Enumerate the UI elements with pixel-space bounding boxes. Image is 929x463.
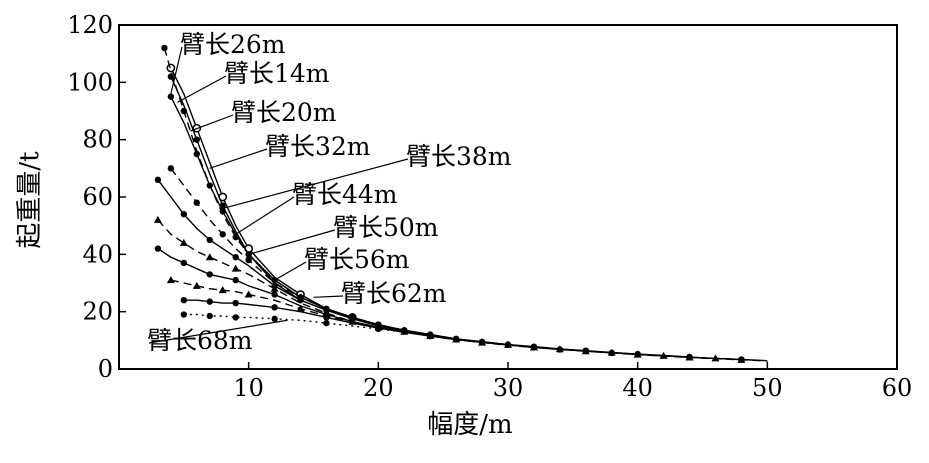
leader-line	[190, 114, 234, 132]
data-point	[244, 290, 253, 298]
series-line	[170, 279, 742, 361]
series-label: 臂长20m	[231, 98, 337, 127]
data-point	[323, 314, 330, 321]
y-tick-label: 60	[82, 183, 113, 211]
data-point	[167, 93, 175, 100]
leader-line	[248, 229, 336, 255]
data-point	[271, 304, 278, 311]
series-10	[180, 297, 745, 363]
y-tick-label: 80	[82, 126, 113, 154]
data-point	[167, 165, 175, 172]
data-point	[232, 299, 239, 307]
data-point	[205, 253, 214, 261]
data-point	[271, 315, 278, 323]
data-point	[193, 199, 200, 206]
data-point	[738, 356, 745, 363]
leader-line	[274, 261, 307, 281]
series-label: 臂长38m	[406, 142, 512, 171]
leader-line	[148, 319, 288, 344]
data-point	[323, 319, 330, 327]
y-tick-label: 20	[82, 298, 113, 326]
data-point	[232, 276, 239, 284]
series-label: 臂长44m	[292, 180, 398, 209]
data-point	[193, 136, 200, 143]
data-point	[206, 312, 213, 320]
data-point	[270, 284, 279, 292]
data-point	[180, 259, 188, 267]
y-tick-label: 0	[98, 355, 113, 383]
y-tick-label: 100	[67, 68, 113, 96]
series-label: 臂长14m	[224, 59, 330, 88]
data-point	[166, 63, 176, 73]
leader-line	[313, 295, 344, 298]
series-11	[180, 311, 509, 346]
leader-lines	[148, 46, 409, 344]
x-tick-label: 20	[363, 374, 394, 402]
data-point	[232, 314, 239, 321]
data-point	[478, 339, 486, 346]
data-point	[686, 354, 693, 361]
series-line	[183, 299, 742, 361]
data-point	[375, 325, 382, 333]
leader-line	[222, 158, 409, 210]
data-point	[232, 254, 239, 261]
data-point	[219, 208, 226, 215]
data-point	[180, 297, 188, 304]
x-tick-label: 30	[493, 374, 524, 402]
x-tick-label: 10	[233, 374, 264, 402]
y-tick-label: 40	[82, 240, 113, 268]
data-point	[218, 192, 228, 202]
leader-line	[177, 75, 227, 103]
series-label: 臂长26m	[180, 30, 286, 59]
series-label: 臂长32m	[265, 132, 371, 161]
data-point	[206, 298, 213, 305]
series-label: 臂长50m	[333, 213, 439, 242]
data-point	[206, 271, 213, 278]
y-tick-label: 120	[67, 11, 113, 39]
data-point	[634, 351, 641, 358]
data-point	[154, 245, 162, 252]
data-point	[180, 311, 188, 318]
axis-ticks: 0 20 40 60 80 100 120 10 20 30 40 50 60	[67, 11, 912, 402]
data-point	[296, 304, 305, 312]
data-point	[218, 286, 227, 294]
data-point	[161, 44, 168, 52]
data-point	[166, 276, 175, 284]
data-point	[153, 215, 162, 223]
leader-line	[209, 148, 268, 169]
data-point	[530, 344, 538, 351]
y-axis-label: 起重量/t	[15, 151, 45, 249]
data-point	[180, 107, 188, 115]
data-point	[582, 347, 589, 355]
series-label: 臂长62m	[341, 279, 447, 308]
data-point	[271, 291, 278, 298]
x-axis-label: 幅度/m	[427, 410, 512, 440]
data-point	[192, 281, 201, 289]
data-point	[180, 211, 188, 218]
data-point	[245, 256, 252, 264]
leader-line	[170, 46, 183, 94]
leader-line	[235, 196, 295, 235]
x-tick-label: 40	[622, 374, 653, 402]
x-tick-label: 50	[752, 374, 783, 402]
data-point	[179, 238, 188, 246]
data-point	[231, 264, 240, 272]
series-layer	[153, 44, 768, 363]
data-point	[427, 332, 434, 340]
data-point	[219, 231, 226, 238]
x-tick-label: 60	[882, 374, 913, 402]
series-9	[166, 276, 742, 362]
data-point	[154, 176, 162, 183]
data-point	[193, 150, 200, 158]
series-label: 臂长56m	[304, 245, 410, 274]
series-label: 臂长68m	[147, 326, 253, 355]
data-point	[206, 236, 213, 244]
